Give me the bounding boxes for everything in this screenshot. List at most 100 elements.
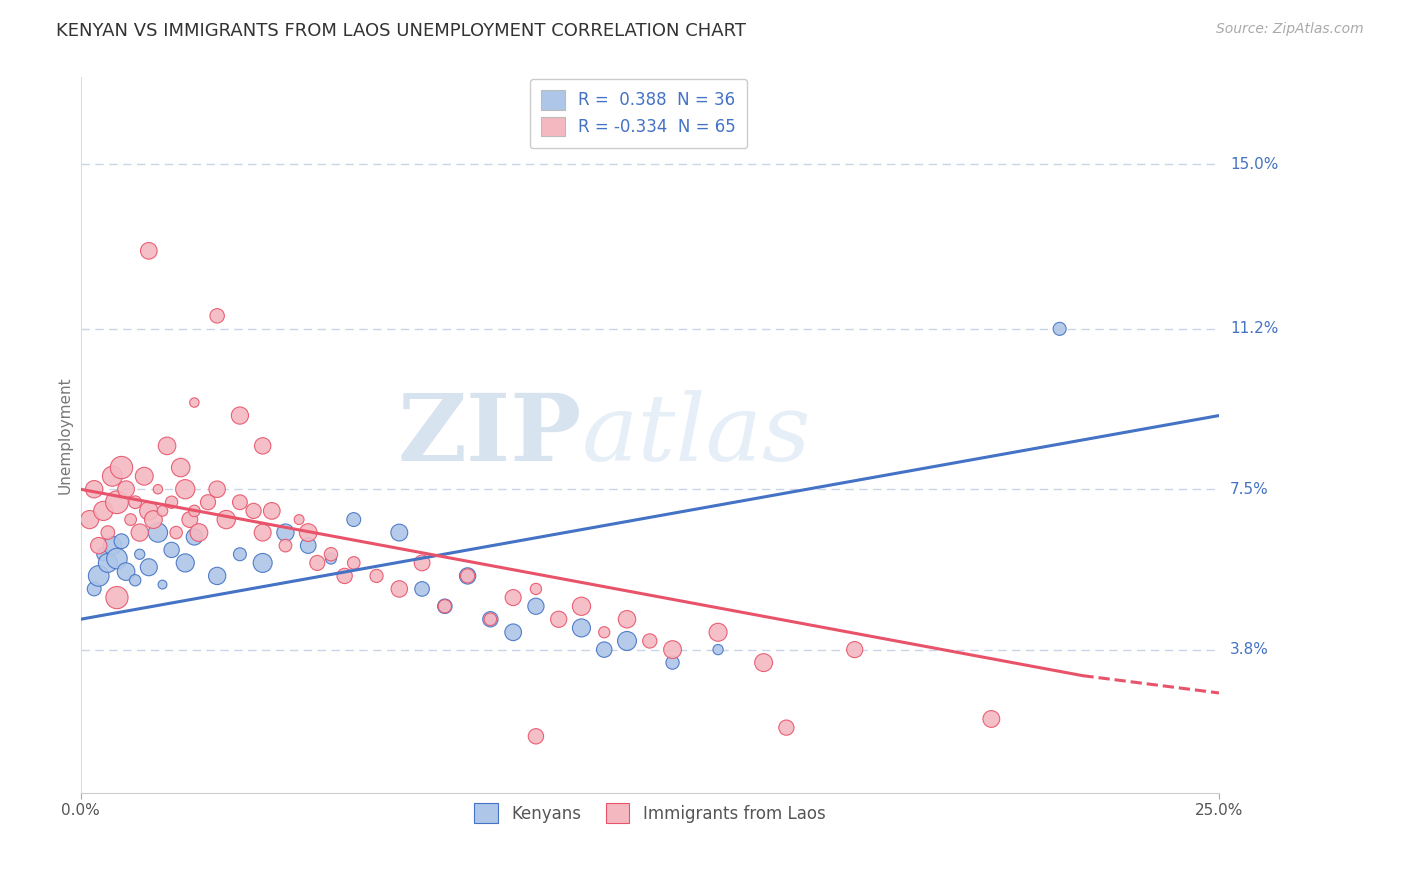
Point (433, 599, 456, 614)
Point (343, 512, 366, 526)
Point (160, 495, 183, 509)
Point (205, 482, 228, 496)
Text: 7.5%: 7.5% (1230, 482, 1268, 497)
Point (661, 656, 683, 670)
Point (156, 439, 179, 453)
Point (297, 539, 319, 553)
Point (252, 439, 274, 453)
Point (388, 582, 411, 596)
Point (571, 599, 593, 614)
Point (844, 642, 866, 657)
Point (152, 504, 174, 518)
Point (252, 556, 274, 570)
Point (388, 525, 411, 540)
Point (124, 495, 146, 509)
Point (138, 504, 160, 518)
Point (79, 512, 101, 526)
Point (366, 569, 388, 583)
Point (593, 642, 616, 657)
Point (433, 599, 456, 614)
Point (260, 504, 283, 518)
Point (616, 634, 638, 648)
Point (97, 556, 120, 570)
Point (183, 530, 205, 544)
Point (115, 565, 138, 579)
Point (752, 656, 775, 670)
Point (128, 547, 150, 561)
Point (502, 625, 524, 640)
Point (160, 542, 183, 557)
Point (307, 556, 329, 570)
Point (97, 525, 120, 540)
Point (980, 712, 1002, 726)
Point (124, 574, 146, 588)
Point (274, 539, 297, 553)
Point (91, 547, 114, 561)
Point (274, 525, 297, 540)
Point (138, 244, 160, 258)
Text: 11.2%: 11.2% (1230, 321, 1278, 336)
Point (616, 612, 638, 626)
Point (638, 634, 661, 648)
Point (661, 642, 683, 657)
Point (165, 525, 187, 540)
Point (110, 534, 132, 549)
Point (120, 512, 142, 526)
Point (288, 512, 311, 526)
Point (170, 460, 193, 475)
Point (187, 525, 209, 540)
Point (83, 582, 105, 596)
Point (138, 560, 160, 574)
Point (343, 556, 366, 570)
Point (87, 569, 110, 583)
Point (297, 525, 319, 540)
Point (91, 504, 114, 518)
Point (547, 612, 569, 626)
Point (229, 409, 252, 423)
Point (457, 569, 479, 583)
Point (146, 482, 169, 496)
Legend: Kenyans, Immigrants from Laos: Kenyans, Immigrants from Laos (463, 792, 837, 834)
Point (174, 556, 197, 570)
Point (197, 495, 219, 509)
Text: 15.0%: 15.0% (1230, 157, 1278, 171)
Point (319, 551, 342, 566)
Point (205, 569, 228, 583)
Text: Source: ZipAtlas.com: Source: ZipAtlas.com (1216, 22, 1364, 37)
Point (229, 495, 252, 509)
Point (205, 309, 228, 323)
Point (242, 504, 264, 518)
Point (333, 569, 356, 583)
Text: 3.8%: 3.8% (1230, 642, 1270, 657)
Point (105, 495, 128, 509)
Point (707, 642, 730, 657)
Point (707, 625, 730, 640)
Point (571, 621, 593, 635)
Point (411, 556, 433, 570)
Point (105, 591, 128, 605)
Point (524, 729, 547, 743)
Point (115, 482, 138, 496)
Point (174, 482, 197, 496)
Point (110, 460, 132, 475)
Point (252, 525, 274, 540)
Point (502, 591, 524, 605)
Point (775, 721, 797, 735)
Y-axis label: Unemployment: Unemployment (58, 376, 72, 494)
Point (1049, 322, 1071, 336)
Point (229, 547, 252, 561)
Point (457, 569, 479, 583)
Point (101, 539, 124, 553)
Point (179, 512, 201, 526)
Point (215, 512, 238, 526)
Point (183, 395, 205, 409)
Point (87, 539, 110, 553)
Point (134, 469, 156, 483)
Text: atlas: atlas (582, 390, 811, 480)
Point (105, 551, 128, 566)
Point (593, 625, 616, 640)
Point (101, 469, 124, 483)
Point (83, 482, 105, 496)
Point (152, 577, 174, 591)
Text: KENYAN VS IMMIGRANTS FROM LAOS UNEMPLOYMENT CORRELATION CHART: KENYAN VS IMMIGRANTS FROM LAOS UNEMPLOYM… (56, 22, 747, 40)
